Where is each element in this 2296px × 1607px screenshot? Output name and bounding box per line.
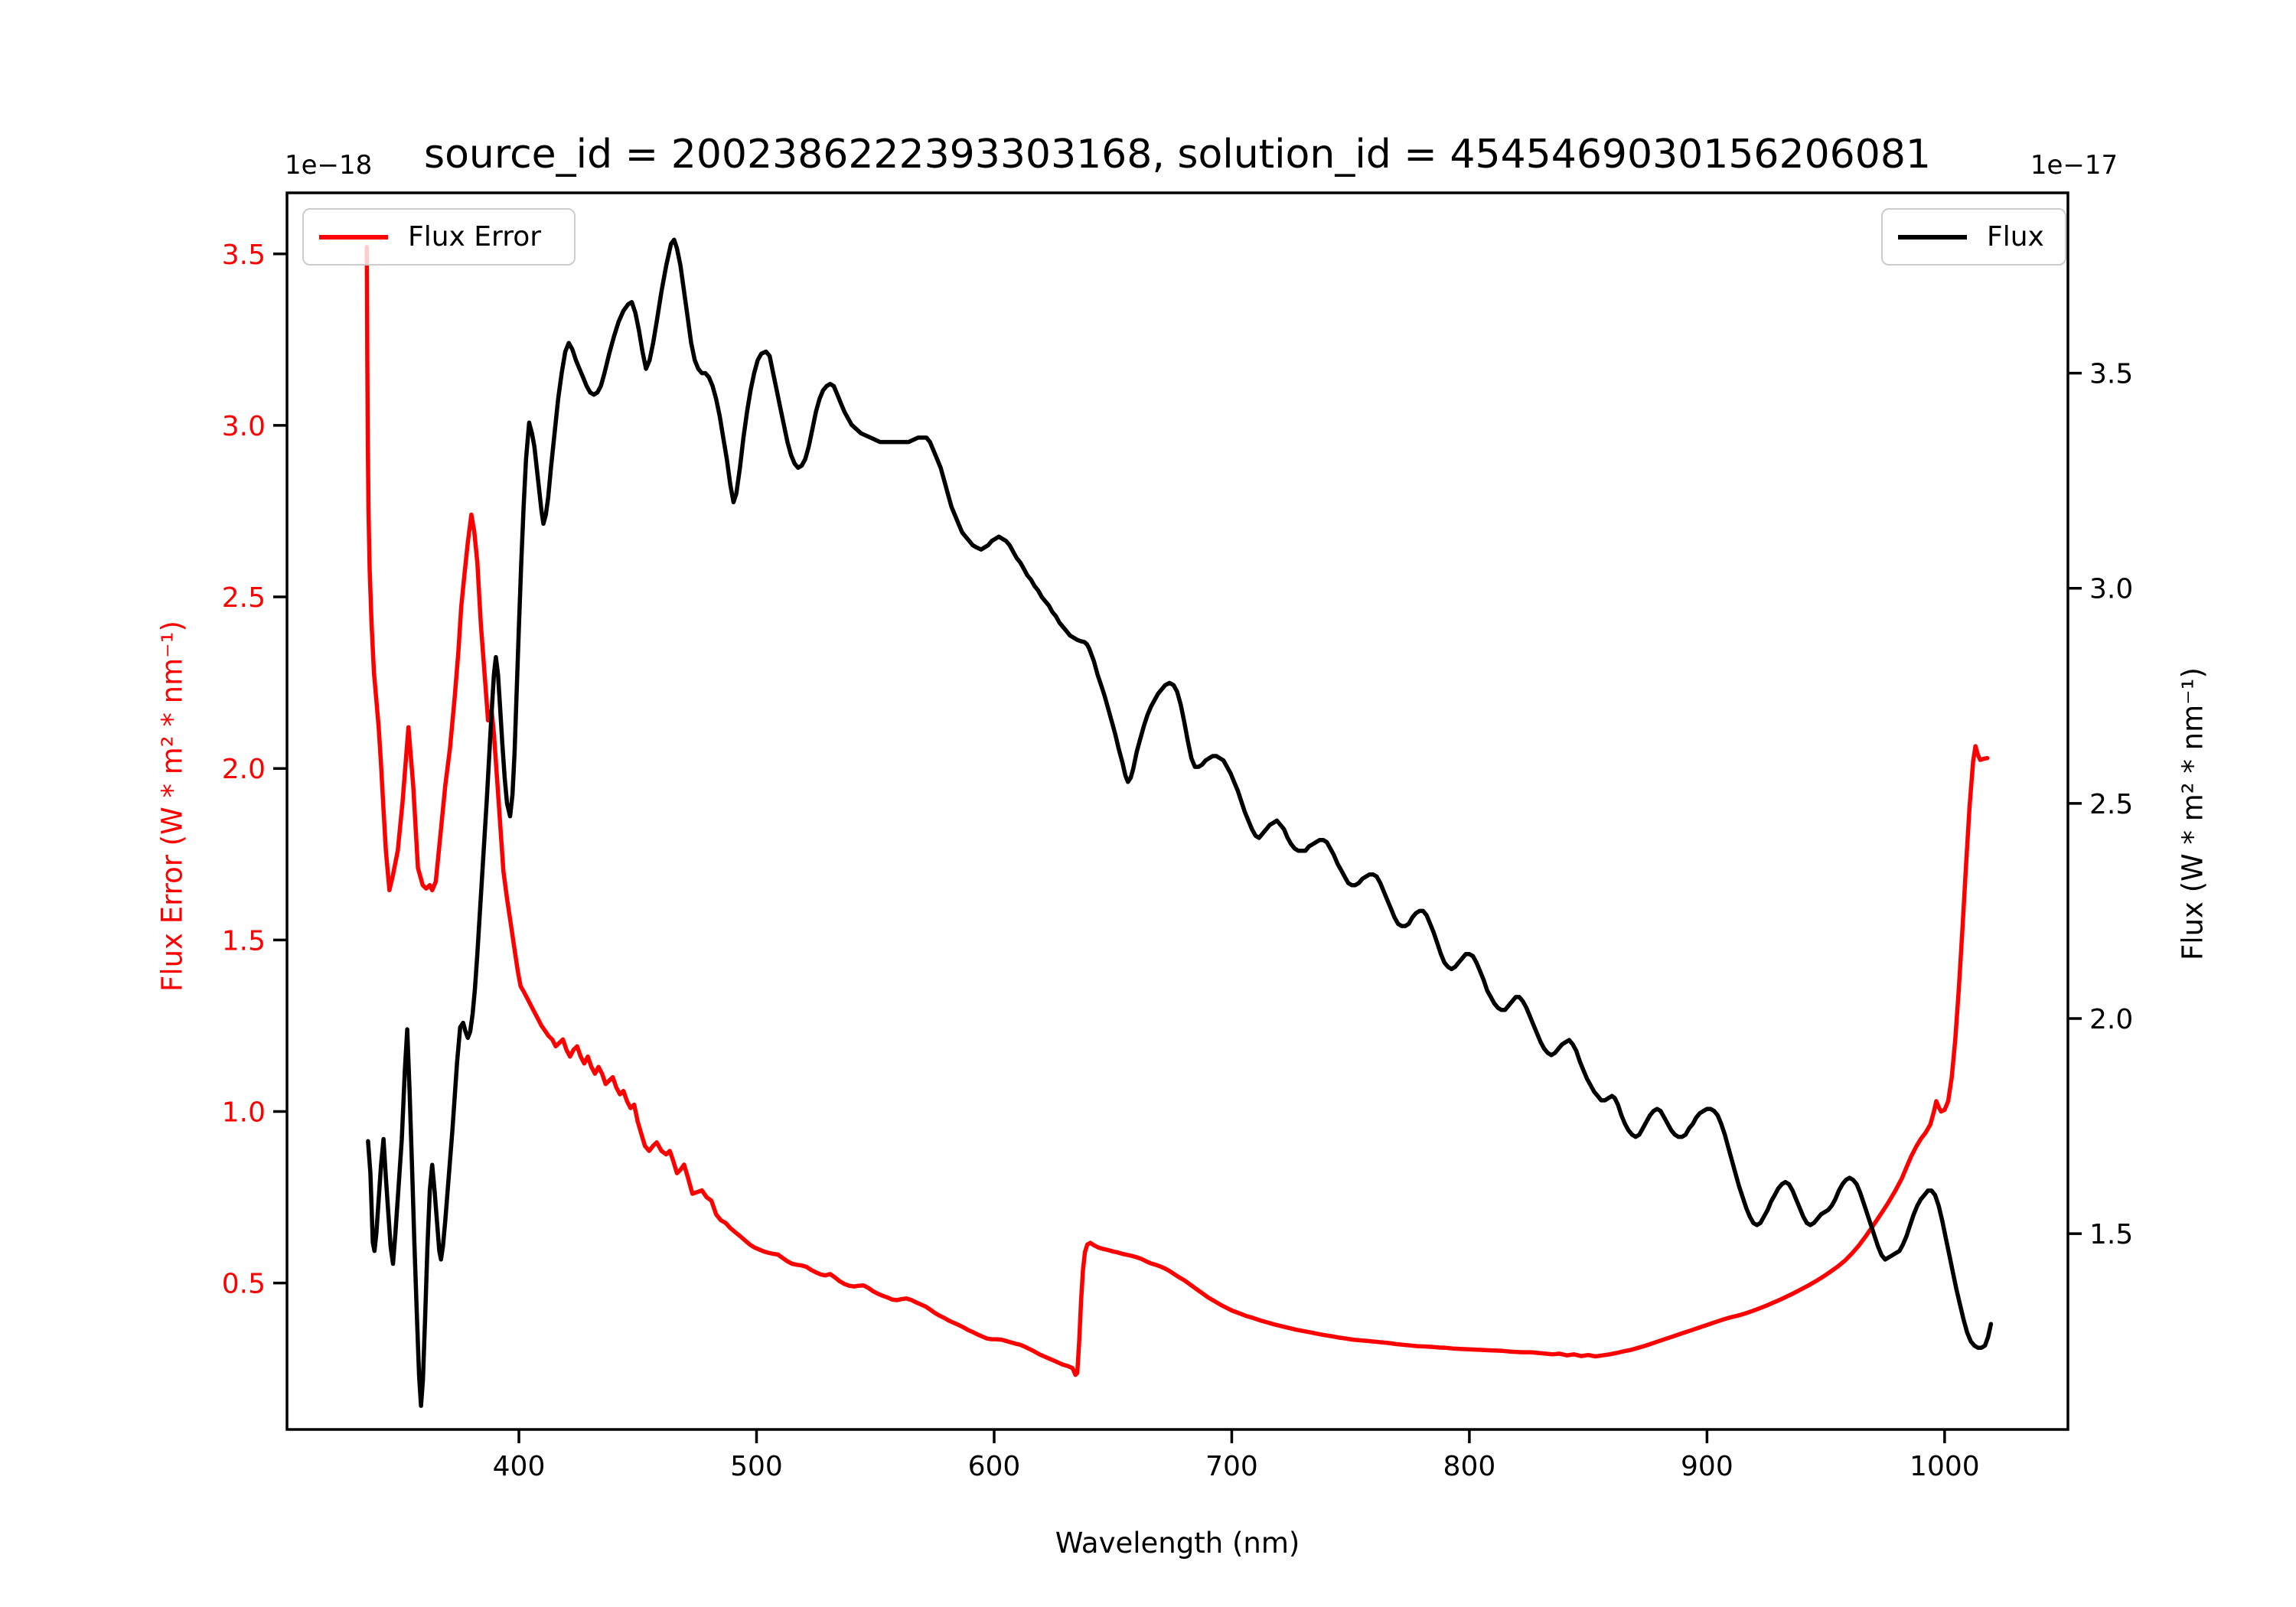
series-flux (366, 237, 1994, 1408)
right-y-tick-label: 2.0 (2089, 1004, 2133, 1035)
legend-flux-error: Flux Error (302, 208, 576, 266)
left-y-tick-label: 1.0 (222, 1097, 266, 1128)
left-y-tick-label: 2.0 (222, 754, 266, 785)
x-tick-label: 1000 (1910, 1451, 1980, 1482)
right-y-tick-label: 3.0 (2089, 574, 2133, 605)
x-tick-label: 600 (968, 1451, 1021, 1482)
x-tick-label: 900 (1681, 1451, 1733, 1482)
right-y-axis-label: Flux (W * m² * nm⁻¹) (2176, 667, 2210, 960)
legend-flux: Flux (1881, 208, 2066, 266)
left-y-tick-label: 3.0 (222, 411, 266, 442)
left-y-tick-label: 1.5 (222, 925, 266, 957)
left-y-tick-label: 2.5 (222, 582, 266, 614)
x-tick-label: 700 (1205, 1451, 1258, 1482)
legend-flux-error-label: Flux Error (408, 221, 542, 253)
right-y-tick-label: 3.5 (2089, 359, 2133, 390)
left-y-tick-label: 0.5 (222, 1269, 266, 1300)
right-axis-offset-label: 1e−17 (2030, 150, 2118, 181)
series-flux-error (364, 245, 1990, 1377)
right-y-tick-label: 1.5 (2089, 1219, 2133, 1250)
legend-flux-label: Flux (1987, 221, 2044, 253)
x-axis-label: Wavelength (nm) (1055, 1527, 1300, 1560)
flux-error-line-sample (319, 234, 388, 240)
right-y-tick-label: 2.5 (2089, 789, 2133, 820)
x-tick-label: 500 (730, 1451, 783, 1482)
left-y-axis-label: Flux Error (W * m² * nm⁻¹) (155, 621, 189, 992)
x-tick-label: 400 (493, 1451, 546, 1482)
x-tick-label: 800 (1443, 1451, 1496, 1482)
page-title: source_id = 2002386222393303168, solutio… (423, 132, 1932, 178)
left-axis-offset-label: 1e−18 (285, 150, 373, 181)
flux-line-sample (1898, 234, 1967, 240)
left-y-tick-label: 3.5 (222, 240, 266, 271)
plot-area-frame (285, 191, 2069, 1431)
